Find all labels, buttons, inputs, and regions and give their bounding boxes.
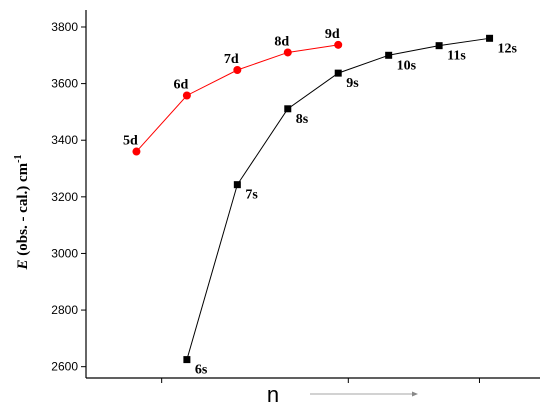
y-ticks: 2600 2800 3000 3200 3400 3600 3800 bbox=[51, 20, 480, 383]
data-label: 8s bbox=[296, 112, 309, 127]
y-tick-label: 3800 bbox=[51, 20, 78, 34]
data-point bbox=[183, 356, 191, 364]
y-tick-label: 2800 bbox=[51, 303, 78, 317]
data-label: 8d bbox=[274, 34, 289, 49]
y-tick-label: 3200 bbox=[51, 190, 78, 204]
data-point bbox=[132, 147, 141, 156]
data-point bbox=[233, 181, 241, 189]
y-axis-label-var: E bbox=[15, 259, 31, 270]
data-point bbox=[334, 40, 343, 49]
data-label: 9d bbox=[325, 27, 340, 42]
data-label: 5d bbox=[123, 134, 138, 149]
series-line bbox=[186, 37, 490, 360]
series-group: 6s 7s 8s 9s 10s 11s 12s 5d 6d 7d 8d 9d bbox=[123, 27, 518, 378]
axes bbox=[85, 10, 540, 379]
data-label: 12s bbox=[498, 41, 518, 56]
data-point bbox=[385, 51, 393, 59]
y-axis-label-text: (obs. - cal.) cm bbox=[15, 162, 31, 259]
data-label: 6s bbox=[195, 363, 208, 378]
data-point bbox=[283, 48, 292, 57]
data-label: 11s bbox=[447, 49, 466, 64]
data-label: 7d bbox=[224, 52, 239, 67]
data-point bbox=[182, 91, 191, 100]
data-point bbox=[233, 66, 242, 75]
data-label: 9s bbox=[346, 76, 359, 91]
data-label: 6d bbox=[173, 77, 188, 92]
data-point bbox=[486, 34, 494, 42]
data-label: 10s bbox=[397, 58, 417, 73]
y-axis-label-sup: -1 bbox=[13, 154, 24, 162]
y-tick-label: 3000 bbox=[51, 246, 78, 260]
y-tick-label: 3400 bbox=[51, 133, 78, 147]
data-point bbox=[435, 42, 443, 50]
data-label: 7s bbox=[245, 188, 258, 203]
y-tick-label: 3600 bbox=[51, 77, 78, 91]
y-axis-label: E (obs. - cal.) cm-1 bbox=[13, 154, 31, 270]
data-point bbox=[284, 105, 292, 113]
x-axis-label: n bbox=[267, 382, 279, 406]
y-tick-label: 2600 bbox=[51, 360, 78, 374]
data-point bbox=[334, 69, 342, 77]
x-direction-arrowhead bbox=[412, 391, 418, 397]
